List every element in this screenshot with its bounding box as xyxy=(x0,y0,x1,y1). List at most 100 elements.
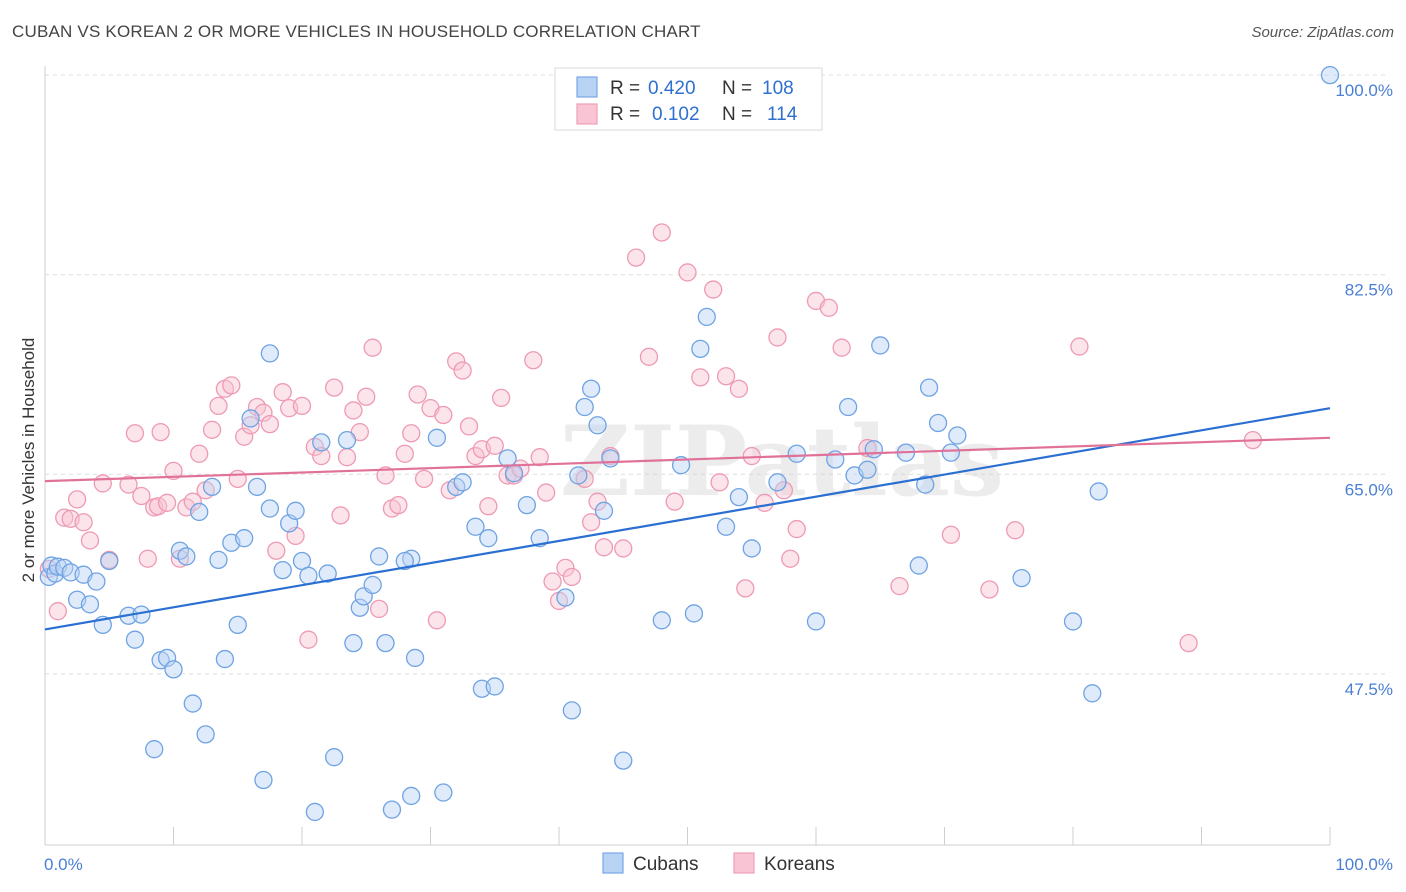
korean-point xyxy=(768,328,787,347)
korean-point xyxy=(710,473,729,492)
legend-koreans-swatch xyxy=(576,103,598,125)
cuban-point xyxy=(395,551,414,571)
korean-point xyxy=(324,378,344,397)
korean-point xyxy=(376,466,395,485)
korean-point xyxy=(363,338,382,357)
korean-point xyxy=(980,580,999,599)
korean-point xyxy=(524,351,543,370)
cuban-point xyxy=(209,550,228,570)
x-tick-label-end: 100.0% xyxy=(1335,855,1393,874)
korean-point xyxy=(594,538,614,557)
cuban-point xyxy=(504,464,524,483)
cuban-point xyxy=(453,473,472,492)
cuban-point xyxy=(588,416,607,435)
trend-lines xyxy=(44,407,1331,631)
legend-r-label-1: R = xyxy=(610,78,640,99)
korean-point xyxy=(588,492,607,511)
legend-bottom-cubans-swatch xyxy=(602,852,624,874)
cuban-point xyxy=(742,539,761,558)
y-tick-label: 47.5% xyxy=(1345,680,1393,699)
cuban-point xyxy=(312,433,331,452)
korean-point xyxy=(292,396,312,416)
cuban-point xyxy=(382,800,402,819)
korean-point xyxy=(74,513,93,532)
korean-point xyxy=(414,469,434,489)
cuban-point xyxy=(581,379,601,398)
cuban-point xyxy=(202,477,222,497)
y-tick-label: 100.0% xyxy=(1335,81,1393,100)
cuban-point xyxy=(100,551,119,571)
korean-point xyxy=(337,448,357,467)
legend-r-value-2: 0.102 xyxy=(652,104,700,125)
legend-bottom-koreans-swatch xyxy=(733,852,755,874)
korean-point xyxy=(614,539,633,558)
korean-point xyxy=(453,361,472,380)
grid-lines xyxy=(45,74,1385,675)
korean-point xyxy=(228,469,247,489)
cuban-point xyxy=(235,529,254,548)
korean-point xyxy=(678,263,697,282)
korean-point xyxy=(125,424,145,443)
korean-point xyxy=(273,383,292,402)
legend-n-value-2: 114 xyxy=(767,104,798,125)
cuban-point xyxy=(601,449,620,468)
korean-point xyxy=(543,572,562,591)
cuban-point xyxy=(1089,482,1108,501)
korean-point xyxy=(331,506,350,525)
cuban-point xyxy=(286,501,305,520)
korean-point xyxy=(665,492,684,511)
korean-point xyxy=(485,436,504,455)
cuban-point xyxy=(402,786,421,806)
korean-point xyxy=(652,223,671,242)
cuban-point xyxy=(614,751,633,770)
korean-point xyxy=(704,280,723,299)
cuban-point xyxy=(1063,612,1083,631)
korean-point xyxy=(492,388,511,408)
cuban-point xyxy=(556,588,575,607)
legend-r-label-2: R = xyxy=(610,104,640,125)
cuban-point xyxy=(350,598,369,617)
korean-point xyxy=(93,474,112,493)
korean-point xyxy=(260,414,280,434)
korean-point xyxy=(832,338,851,357)
cuban-point xyxy=(948,426,967,445)
korean-point xyxy=(67,490,87,509)
cuban-point xyxy=(697,307,716,327)
korean-point xyxy=(562,567,581,587)
cuban-point xyxy=(684,604,704,623)
korean-point xyxy=(80,531,100,550)
cuban-point xyxy=(858,460,877,479)
legend-n-label-1: N = xyxy=(722,78,752,99)
x-tick-label-start: 0.0% xyxy=(44,855,83,874)
korean-point xyxy=(222,376,241,395)
cuban-point xyxy=(299,566,318,585)
source-label: Source: ZipAtlas.com xyxy=(1251,24,1394,41)
cuban-point xyxy=(871,336,890,355)
korean-point xyxy=(202,420,222,439)
cuban-point xyxy=(196,725,215,744)
cuban-point xyxy=(691,339,710,358)
korean-point xyxy=(55,508,74,527)
cuban-point xyxy=(228,615,247,635)
chart-title: CUBAN VS KOREAN 2 OR MORE VEHICLES IN HO… xyxy=(12,22,701,41)
legend-n-label-2: N = xyxy=(722,104,752,125)
cuban-point xyxy=(145,740,164,759)
cuban-point xyxy=(716,517,736,536)
cuban-point xyxy=(369,547,389,566)
cuban-point xyxy=(157,648,177,668)
korean-point xyxy=(190,444,209,463)
legend-bottom-koreans-label: Koreans xyxy=(764,854,835,875)
cuban-point xyxy=(1083,684,1102,703)
legend-n-value-1: 108 xyxy=(762,78,794,99)
cuban-point xyxy=(254,770,273,790)
korean-point xyxy=(530,448,549,467)
cuban-point xyxy=(434,783,453,802)
korean-point xyxy=(755,493,774,512)
cuban-point xyxy=(376,633,395,653)
korean-point xyxy=(1179,633,1198,653)
cuban-point xyxy=(928,413,948,433)
korean-point xyxy=(132,486,151,506)
y-axis-label: 2 or more Vehicles in Household xyxy=(19,338,38,583)
cuban-point xyxy=(87,572,106,591)
